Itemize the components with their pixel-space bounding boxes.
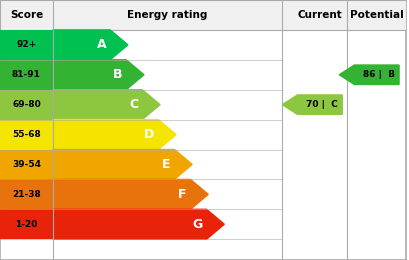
Text: 21-38: 21-38 xyxy=(12,190,40,199)
Bar xyxy=(0,179,53,209)
Text: 70 |  C: 70 | C xyxy=(305,100,337,109)
Bar xyxy=(0,0,405,30)
Bar xyxy=(0,60,53,90)
Text: Current: Current xyxy=(297,10,342,20)
Text: 86 |  B: 86 | B xyxy=(362,70,394,79)
Text: 55-68: 55-68 xyxy=(12,130,40,139)
Polygon shape xyxy=(53,150,192,179)
Text: E: E xyxy=(162,158,170,171)
Text: 1-20: 1-20 xyxy=(15,220,38,229)
Text: B: B xyxy=(112,68,122,81)
Text: C: C xyxy=(129,98,138,111)
Polygon shape xyxy=(53,90,160,120)
Text: Energy rating: Energy rating xyxy=(127,10,207,20)
Bar xyxy=(0,30,53,60)
Text: D: D xyxy=(144,128,154,141)
Bar xyxy=(0,90,53,120)
Bar xyxy=(0,150,53,179)
Text: Score: Score xyxy=(10,10,43,20)
Text: 81-91: 81-91 xyxy=(12,70,41,79)
Polygon shape xyxy=(282,95,342,114)
Polygon shape xyxy=(53,120,176,150)
Polygon shape xyxy=(53,30,128,60)
Polygon shape xyxy=(53,179,208,209)
Text: 92+: 92+ xyxy=(16,40,36,49)
Text: F: F xyxy=(178,188,186,201)
Text: G: G xyxy=(192,218,202,231)
Text: A: A xyxy=(96,38,106,51)
Text: 39-54: 39-54 xyxy=(12,160,41,169)
Text: Potential: Potential xyxy=(349,10,402,20)
Bar xyxy=(0,120,53,150)
Polygon shape xyxy=(53,209,224,239)
Text: 69-80: 69-80 xyxy=(12,100,40,109)
Bar xyxy=(0,209,53,239)
Polygon shape xyxy=(338,65,398,84)
Polygon shape xyxy=(53,60,144,90)
